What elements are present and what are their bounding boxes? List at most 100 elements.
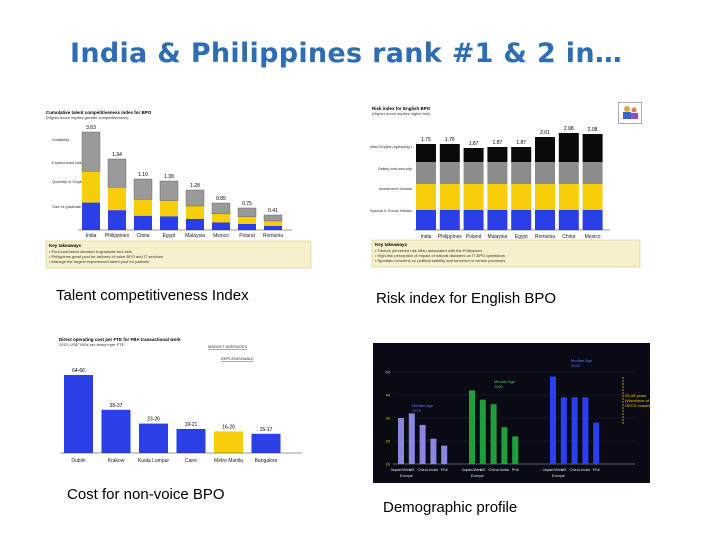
group-label: US [561,467,567,472]
bar-segment [238,223,256,230]
bar [214,431,243,453]
annotation-text: 25-40 years [625,393,646,398]
group-label: US [480,467,486,472]
category-label: Romania [263,233,283,239]
chart-title: Direct operating cost per FTE for FBA tr… [59,337,181,342]
bar-value: 16-20 [222,424,235,430]
takeaway-item: • Pool-cost talent demand in graduate to… [49,249,132,254]
bar-segment [558,184,579,210]
bar-segment [185,189,205,207]
bar [512,436,519,464]
bar-segment [134,215,152,230]
takeaways-title: Key takeaways [375,242,408,247]
group-label: Japan/West [461,467,483,472]
chart-subtitle: 2010; US$ '000s per annum per FTE [59,342,125,347]
group-label: Phil [593,467,600,472]
bar-segment [212,222,230,230]
demographic-chart-panel: 10 20 30 40 50 Median Age 1975 Japan/West US Chin… [373,343,650,483]
median-year: 1975 [412,408,422,413]
bar-segment [133,178,153,200]
category-label: Egypt [163,233,176,239]
bar-segment [416,184,436,210]
category-label: India [86,233,97,239]
group-label: China [488,467,499,472]
category-label: Cairo [185,458,197,464]
talent-chart-panel: Cumulative talent competitiveness index … [44,104,313,269]
bar-segment [416,144,436,162]
stack-label: Physical & Social infrastr [370,208,413,213]
bar [441,445,448,464]
bar [479,399,486,464]
bar-value: 35-37 [110,403,123,409]
bar-segment [108,187,126,211]
bar [419,424,426,464]
takeaways-title: Key takeaways [49,243,82,248]
bar-segment [82,202,100,230]
bar-value: 64-66 [72,368,85,374]
group-sublabel: Europe [552,473,566,478]
group-label: Phil [441,467,448,472]
group-label: Japan/West [542,467,564,472]
category-label: Mexico [213,233,229,239]
bar-value: 15-17 [260,427,273,433]
stack-label: Skilled English speaking t [370,144,413,149]
group-label: India [581,467,590,472]
y-tick: 40 [386,393,391,398]
chart-background [373,343,650,483]
bar-segment [160,200,178,217]
bar-segment [81,131,101,172]
bar-segment [439,184,460,210]
bar [251,433,281,453]
bar-value: 1.10 [138,172,148,178]
takeaways-box [45,240,312,269]
bar-value: 1.34 [112,152,122,158]
y-tick: 10 [386,462,391,467]
median-year: 2020 [571,363,581,368]
legend-item: MARKET AVERAGES [208,344,248,349]
category-label: Mexico [585,234,601,240]
group-sublabel: Europe [471,473,485,478]
takeaway-item: • Factors perceived risk often associate… [375,248,482,253]
legend-item: REPLENISHABLE [221,356,254,361]
bar-segment [186,206,204,219]
group-label: India [429,467,438,472]
risk-chart-panel: Risk index for English BPO (Higher score … [370,104,642,268]
group-label: US [409,467,415,472]
bar [560,397,567,464]
stack-label: Suitability [52,137,69,142]
bar-segment [558,210,579,230]
group-label: Phil [512,467,519,472]
category-label: Malaysia [185,233,205,239]
bar [408,413,415,464]
bar-segment [212,213,230,223]
bar-value: 19-21 [185,422,198,428]
bar-value: 1.76 [445,137,455,143]
bar-segment [211,202,231,215]
bar-segment [511,162,532,184]
bar-segment [487,210,508,230]
category-label: Philippines [438,234,463,240]
bar-segment [582,162,603,184]
category-label: Poland [466,234,482,240]
takeaway-item: • Sporadic concerns on political stabili… [375,258,505,263]
bar-value: 1.87 [516,140,526,146]
bar-segment [264,221,282,226]
takeaway-item: • Philippines great pool for delivery of… [49,254,163,259]
bar-segment [535,210,555,230]
annotation-text: (Workforce of [625,398,650,403]
median-label: Median Age [571,358,593,363]
bar-segment [487,184,508,210]
bar [398,418,404,464]
bar-segment [582,184,603,210]
bar-value: 1.38 [164,174,174,180]
talent-chart: Cumulative talent competitiveness index … [45,110,312,269]
median-year: 2000 [494,384,504,389]
bar [593,422,600,464]
bar-segment [511,210,532,230]
bar [490,404,497,464]
bar [176,429,206,453]
category-label: Romania [535,234,555,240]
bar-value: 0.75 [242,201,252,207]
bar-value: 1.87 [493,140,503,146]
category-label: Dublin [71,458,85,464]
